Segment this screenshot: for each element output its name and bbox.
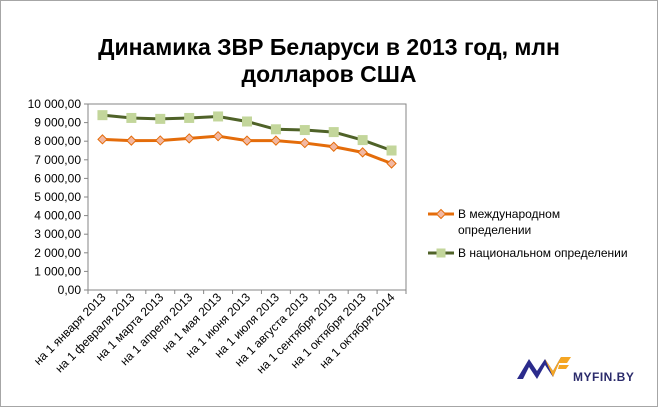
y-tick-label: 8 000,00 — [34, 134, 81, 148]
myfin-logo-text: MYFIN.BY — [573, 370, 635, 384]
y-tick-label: 0,00 — [58, 283, 82, 297]
data-point — [184, 112, 195, 123]
legend-label: В национальном определении — [458, 246, 628, 260]
data-point — [97, 110, 108, 121]
plot-area: 0,00 1 000,00 2 000,00 3 000,00 4 000,00 5 00… — [28, 97, 407, 376]
y-tick-label: 6 000,00 — [34, 171, 81, 185]
y-tick-label: 5 000,00 — [34, 190, 81, 204]
y-tick-label: 9 000,00 — [34, 116, 81, 130]
data-point — [97, 134, 108, 145]
data-point — [299, 125, 310, 136]
data-point — [299, 137, 311, 149]
chart-title-line-2: долларов США — [241, 61, 416, 87]
series-2 — [97, 110, 397, 156]
data-point — [126, 135, 137, 146]
data-point — [386, 145, 397, 156]
y-tick-label: 7 000,00 — [34, 153, 81, 167]
y-tick-label: 1 000,00 — [34, 264, 81, 278]
myfin-logo — [515, 353, 645, 383]
myfin-logo-icon — [517, 357, 571, 379]
series-1 — [97, 130, 397, 169]
data-point — [270, 124, 281, 135]
legend: В международном определении В национальном… — [428, 207, 628, 260]
data-point — [183, 133, 195, 144]
data-point — [155, 135, 166, 146]
data-point — [126, 112, 137, 123]
chart-title-line-1: Динамика ЗВР Беларуси в 2013 год, млн — [98, 34, 560, 60]
legend-item-1: В международном определении — [428, 207, 560, 237]
legend-label: В международном определении — [458, 207, 560, 237]
plot-border — [87, 103, 407, 291]
data-point — [212, 130, 224, 142]
y-tick-label: 3 000,00 — [34, 227, 81, 241]
legend-marker — [436, 248, 446, 258]
legend-marker — [435, 208, 447, 220]
data-point — [155, 113, 166, 124]
data-point — [328, 127, 339, 138]
data-point — [270, 135, 282, 146]
data-point — [386, 158, 397, 169]
data-point — [328, 141, 339, 152]
y-tick-label: 4 000,00 — [34, 209, 81, 223]
data-point — [357, 135, 368, 146]
data-point — [242, 116, 252, 127]
data-point — [213, 111, 224, 122]
data-point — [357, 147, 368, 158]
data-point — [241, 135, 253, 146]
y-tick-label: 10 000,00 — [28, 97, 82, 111]
legend-item-2: В национальном определении — [428, 246, 628, 260]
y-tick-label: 2 000,00 — [34, 246, 81, 260]
